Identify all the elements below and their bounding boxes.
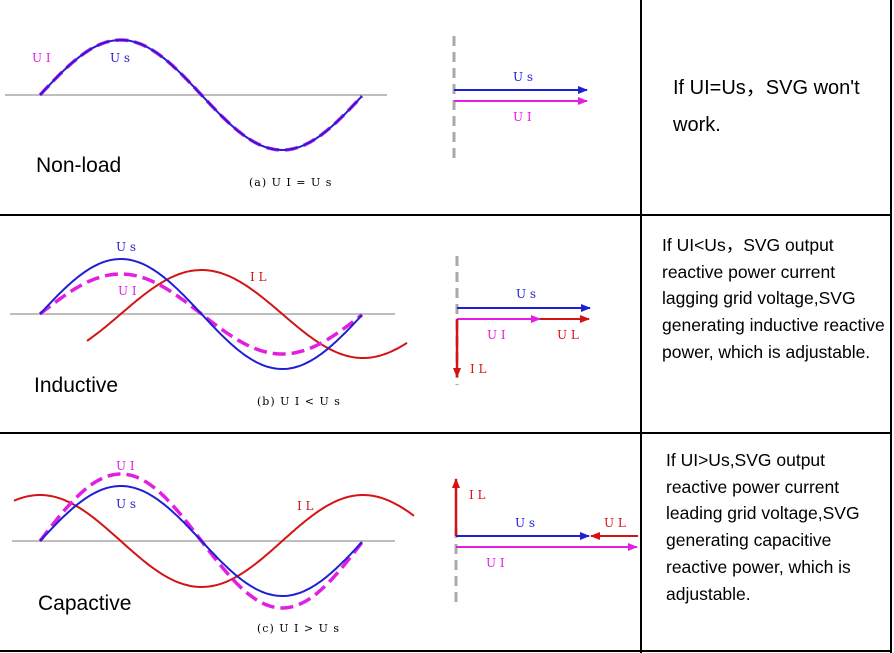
us-wave <box>39 39 363 151</box>
description-nonload: If UI=Us，SVG won't work. <box>673 77 860 136</box>
ui-wave-label: U I <box>118 284 137 298</box>
il-wave <box>86 269 408 359</box>
us-phasor-label: U s <box>513 70 533 84</box>
row-inductive-phasors: U s U I U L I L <box>453 256 591 385</box>
us-wave <box>39 485 363 597</box>
row-capacitive-phasors: I L U s U L U I <box>452 478 638 606</box>
description-capacitive: If UI>Us,SVG output reactive power curre… <box>666 450 860 604</box>
ul-phasor-label: U L <box>557 328 579 342</box>
us-wave-label: U s <box>116 497 136 511</box>
ui-wave-label: U I <box>32 51 51 65</box>
il-phasor-label: I L <box>470 362 487 376</box>
row-capacitive-waves: U I U s I L <box>12 459 415 610</box>
ui-phasor-label: U I <box>513 110 532 124</box>
description-inductive: If UI<Us，SVG output reactive power curre… <box>662 235 885 362</box>
us-wave-label: U s <box>110 51 130 65</box>
row-label-capacitive: Capactive <box>38 592 132 615</box>
row-label-inductive: Inductive <box>34 374 119 397</box>
ul-phasor-label: U L <box>604 516 626 530</box>
row-label-nonload: Non-load <box>36 154 122 177</box>
il-wave-label: I L <box>297 499 314 513</box>
us-phasor-label: U s <box>516 287 536 301</box>
il-wave <box>13 494 415 588</box>
row-nonload-waves: U I U s <box>5 38 387 152</box>
ui-phasor-label: U I <box>487 328 506 342</box>
caption-c: (c) U I > U s <box>257 622 340 635</box>
caption-a: (a) U I = U s <box>249 176 333 189</box>
il-wave-label: I L <box>250 270 267 284</box>
row-nonload-phasors: U s U I <box>452 36 588 160</box>
us-phasor-label: U s <box>515 516 535 530</box>
caption-b: (b) U I < U s <box>257 395 341 408</box>
il-phasor-label: I L <box>469 488 486 502</box>
us-wave-label: U s <box>116 240 136 254</box>
us-wave <box>39 258 363 370</box>
row-inductive-waves: U s U I I L <box>10 240 408 370</box>
ui-phasor-label: U I <box>486 556 505 570</box>
ui-wave-label: U I <box>116 459 135 473</box>
